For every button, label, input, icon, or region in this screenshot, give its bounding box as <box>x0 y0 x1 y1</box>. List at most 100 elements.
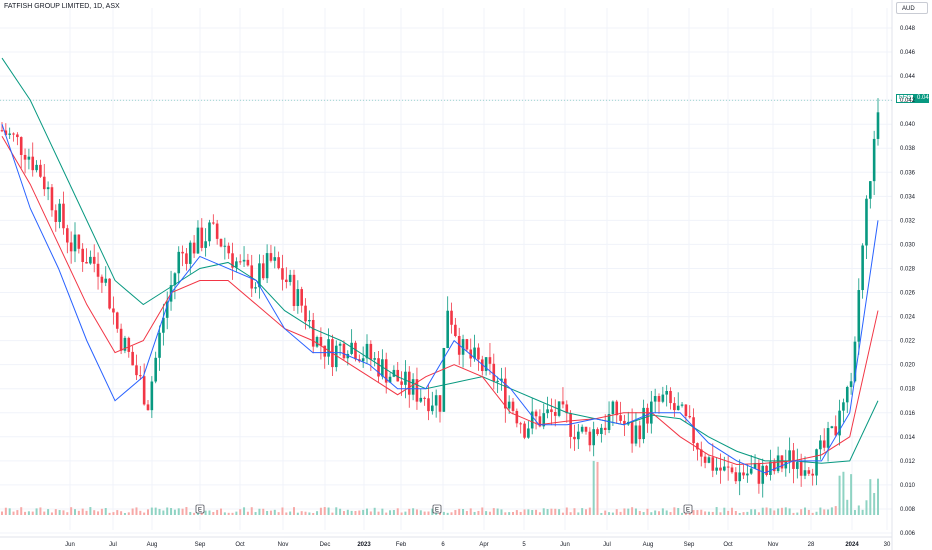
candle-body <box>338 343 342 346</box>
candle-body <box>511 401 515 411</box>
volume-bar <box>734 511 737 515</box>
candle-body <box>365 343 369 359</box>
candle-body <box>100 276 104 283</box>
volume-bar <box>20 507 23 515</box>
candle-body <box>826 428 830 448</box>
volume-bar <box>177 508 180 515</box>
volume-bar <box>865 500 868 515</box>
volume-bar <box>719 512 722 515</box>
candle-body <box>703 456 707 463</box>
volume-bar <box>750 509 753 515</box>
volume-bar <box>585 509 587 515</box>
y-tick-label: 0.026 <box>900 291 916 297</box>
volume-bar <box>293 507 295 515</box>
volume-bar <box>738 512 741 515</box>
candle-body <box>857 290 861 342</box>
volume-bar <box>707 511 710 515</box>
candle-body <box>738 472 741 482</box>
volume-bar <box>600 512 603 515</box>
volume-bar <box>834 506 837 515</box>
currency-selector[interactable]: AUD <box>896 2 928 14</box>
volume-bar <box>554 508 557 515</box>
earnings-marker-label: E <box>435 508 439 514</box>
candle-body <box>154 357 157 382</box>
volume-bar <box>173 509 176 515</box>
last-price-tag: FFG 0.042 <box>896 94 932 103</box>
candle-body <box>707 457 711 463</box>
candle-body <box>584 426 588 432</box>
y-tick-label: 0.008 <box>900 507 916 513</box>
volume-bar <box>731 507 733 515</box>
candle-body <box>104 278 108 283</box>
candle-body <box>588 431 592 446</box>
candle-body <box>657 396 661 402</box>
volume-bar <box>681 512 684 515</box>
volume-bar <box>492 508 495 515</box>
candle-body <box>204 241 207 248</box>
candle-body <box>676 405 680 411</box>
y-tick-label: 0.006 <box>900 531 916 537</box>
volume-bar <box>304 511 307 515</box>
candle-body <box>23 154 27 160</box>
volume-bar <box>362 509 365 515</box>
candle-body <box>215 223 219 239</box>
candle-body <box>192 242 196 254</box>
candle-body <box>434 395 438 406</box>
candle-body <box>454 324 457 337</box>
volume-bar <box>285 512 288 515</box>
candle-body <box>8 133 11 135</box>
volume-bar <box>227 512 230 515</box>
candle-body <box>181 251 184 254</box>
candle-body <box>265 253 269 279</box>
candle-body <box>16 134 19 138</box>
volume-bar <box>642 512 645 515</box>
candle-body <box>281 268 284 280</box>
candle-body <box>611 401 615 415</box>
candle-body <box>853 341 857 382</box>
volume-bar <box>654 510 657 515</box>
volume-bar <box>104 508 107 515</box>
candle-body <box>142 376 146 405</box>
candle-body <box>185 253 188 264</box>
earnings-marker <box>432 504 442 514</box>
volume-bar <box>523 509 526 515</box>
volume-bar <box>846 499 849 515</box>
candle-body <box>392 369 396 377</box>
candle-body <box>131 351 134 366</box>
volume-bar <box>123 512 126 515</box>
candle-body <box>653 396 657 402</box>
candle-body <box>473 347 476 359</box>
candle-body <box>200 227 204 248</box>
y-tick-label: 0.042 <box>900 98 916 104</box>
volume-bar <box>592 460 595 515</box>
x-tick-label: Jun <box>560 542 570 548</box>
volume-bar <box>577 512 580 515</box>
volume-bar <box>208 510 211 515</box>
volume-bar <box>462 509 465 515</box>
y-tick-label: 0.010 <box>900 483 916 489</box>
volume-bar <box>158 508 161 515</box>
volume-bar <box>588 507 591 515</box>
candle-body <box>311 319 315 347</box>
volume-bar <box>254 512 257 515</box>
volume-bar <box>696 510 699 515</box>
candle-body <box>285 279 288 283</box>
candle-body <box>803 470 807 476</box>
candle-body <box>515 410 519 424</box>
candle-body <box>254 287 257 289</box>
candle-body <box>734 472 738 482</box>
x-tick-label: Aug <box>147 542 158 548</box>
volume-bar <box>669 511 672 515</box>
volume-bar <box>216 509 219 515</box>
candle-body <box>173 273 177 286</box>
candle-body <box>876 112 880 139</box>
candle-body <box>327 339 330 357</box>
candle-body <box>319 337 323 346</box>
candle-body <box>615 401 619 416</box>
volume-bar <box>650 512 653 515</box>
volume-bar <box>469 508 472 515</box>
volume-bar <box>627 508 630 515</box>
volume-bar <box>377 511 380 515</box>
candle-body <box>834 426 838 436</box>
